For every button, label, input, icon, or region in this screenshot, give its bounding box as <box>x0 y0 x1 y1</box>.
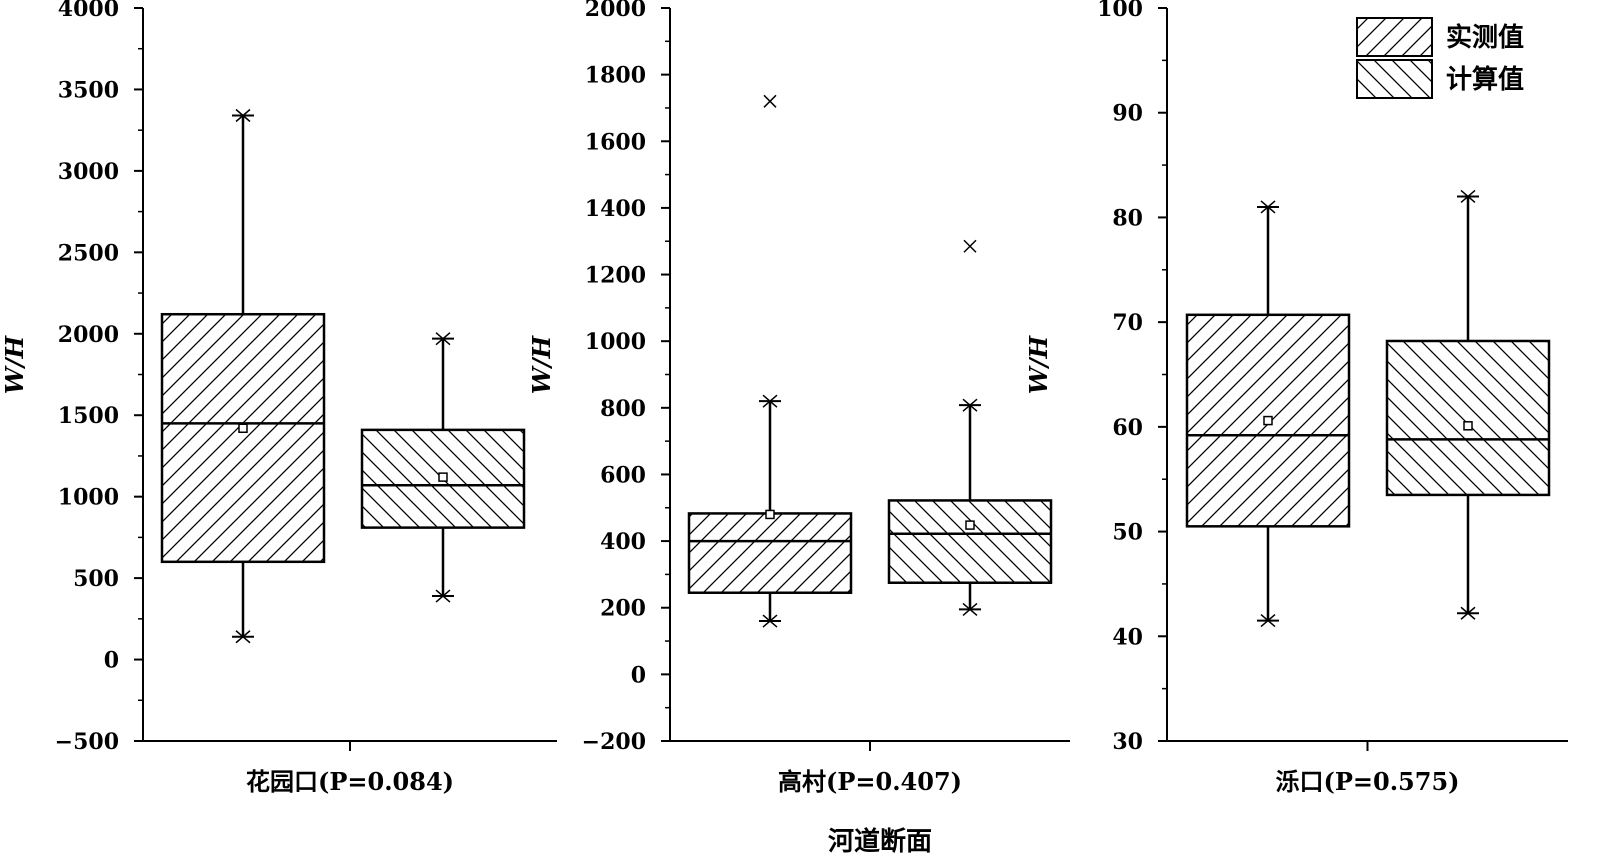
box-iqr <box>687 512 853 594</box>
x-axis-title: 河道断面 <box>828 826 932 857</box>
y-tick-label: 1200 <box>585 263 646 289</box>
box-iqr <box>887 499 1053 584</box>
mean-marker <box>965 520 975 530</box>
y-tick-label: 90 <box>1112 101 1143 127</box>
y-tick-label: 1600 <box>585 129 646 155</box>
mean-marker <box>765 509 775 520</box>
y-tick-label: 0 <box>631 662 646 688</box>
min-marker <box>962 602 978 616</box>
y-tick-label: 50 <box>1112 520 1143 546</box>
min-marker <box>1460 606 1476 620</box>
y-tick-label: 40 <box>1112 624 1143 650</box>
y-tick-label: 1000 <box>58 485 119 511</box>
y-tick-label: 2000 <box>585 0 646 22</box>
y-tick-label: 60 <box>1112 415 1143 441</box>
legend-swatch <box>1356 17 1433 57</box>
category-label: 泺口(P=0.575) <box>1275 767 1459 796</box>
mean-marker <box>1463 421 1473 431</box>
box-calculated <box>360 332 526 603</box>
y-tick-label: 800 <box>600 396 646 422</box>
min-marker <box>762 614 778 628</box>
mean-marker <box>238 423 248 434</box>
y-tick-label: 2500 <box>58 240 119 266</box>
y-tick-label: 4000 <box>58 0 119 22</box>
y-tick-label: 1400 <box>585 196 646 222</box>
y-tick-label: 80 <box>1112 205 1143 231</box>
y-tick-label: 2000 <box>58 322 119 348</box>
y-tick-label: 400 <box>600 529 646 555</box>
max-marker <box>435 332 451 346</box>
category-label: 高村(P=0.407) <box>778 767 962 796</box>
mean-marker <box>438 472 448 482</box>
max-marker <box>235 108 251 123</box>
legend-label: 计算值 <box>1446 64 1524 95</box>
max-marker <box>1460 189 1476 204</box>
panel-3: 30 40 50 60 70 80 90 100 W/H 泺口(P=0.575) <box>1024 0 1568 796</box>
outlier-point <box>963 239 977 253</box>
y-tick-label: 1000 <box>585 329 646 355</box>
box-calculated <box>1385 189 1551 620</box>
y-tick-label: 500 <box>73 566 119 592</box>
y-tick-label: −200 <box>582 729 646 755</box>
y-tick-label: 3500 <box>58 77 119 103</box>
y-tick-label: 30 <box>1112 729 1143 755</box>
box-measured <box>160 108 326 644</box>
y-axis-label: W/H <box>527 334 556 394</box>
min-marker <box>235 630 251 644</box>
outlier-point <box>763 94 777 108</box>
panel-2: −200 0 200 400 600 800 1000 1200 1400 1600 1800 200… <box>527 0 1070 796</box>
y-axis-label: W/H <box>1024 334 1053 394</box>
y-tick-label: 1800 <box>585 63 646 89</box>
category-label: 花园口(P=0.084) <box>246 767 454 796</box>
box-calculated <box>887 239 1053 616</box>
max-marker <box>762 394 778 408</box>
y-tick-label: 70 <box>1112 310 1143 336</box>
y-tick-label: −500 <box>55 729 119 755</box>
max-marker <box>962 398 978 412</box>
y-tick-label: 3000 <box>58 159 119 185</box>
y-axis-label: W/H <box>0 334 29 394</box>
box-measured <box>687 94 853 628</box>
panel-1: −500 0 500 1000 1500 2000 2500 3000 3500 4000 W/H 花… <box>0 0 557 796</box>
y-tick-label: 600 <box>600 462 646 488</box>
y-tick-label: 0 <box>104 648 119 674</box>
legend-label: 实测值 <box>1446 22 1524 53</box>
box-iqr <box>1385 339 1551 497</box>
min-marker <box>435 589 451 603</box>
max-marker <box>1260 200 1276 214</box>
box-measured <box>1185 200 1351 628</box>
min-marker <box>1260 614 1276 628</box>
y-tick-label: 100 <box>1097 0 1143 22</box>
y-tick-label: 1500 <box>58 403 119 429</box>
mean-marker <box>1263 415 1273 426</box>
legend-swatch <box>1356 59 1433 99</box>
box-iqr <box>160 312 326 564</box>
y-tick-label: 200 <box>600 596 646 622</box>
